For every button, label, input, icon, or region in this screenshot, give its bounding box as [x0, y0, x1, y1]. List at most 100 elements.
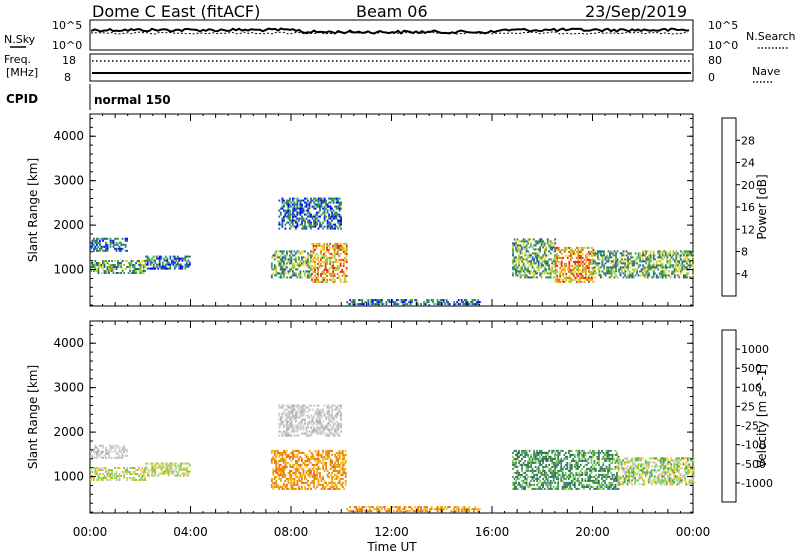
echo-cell [289, 270, 291, 273]
echo-cell [283, 487, 285, 490]
echo-cell [100, 247, 103, 250]
echo-cell [512, 244, 514, 247]
echo-cell [97, 452, 100, 455]
echo-cell [321, 280, 324, 283]
echo-cell [166, 464, 169, 467]
echo-cell [284, 479, 287, 482]
echo-cell [301, 481, 303, 484]
echo-cell [551, 469, 554, 472]
echo-cell [307, 426, 309, 429]
echo-cell [516, 238, 519, 241]
echo-cell [621, 262, 623, 265]
echo-cell [287, 205, 290, 208]
echo-cell [607, 449, 609, 452]
echo-cell [569, 463, 572, 466]
echo-cell [539, 266, 541, 269]
echo-cell [108, 456, 110, 459]
echo-cell [554, 272, 557, 275]
echo-cell [462, 508, 465, 511]
echo-cell [521, 274, 523, 277]
echo-cell [418, 510, 421, 513]
echo-cell [279, 223, 282, 226]
echo-cell [320, 201, 323, 204]
echo-cell [93, 477, 95, 479]
echo-cell [314, 223, 317, 226]
echo-cell [593, 481, 596, 484]
echo-cell [289, 211, 291, 214]
echo-cell [322, 207, 324, 210]
echo-cell [593, 467, 596, 470]
echo-cell [167, 263, 170, 266]
echo-cell [634, 262, 637, 265]
echo-cell [189, 255, 191, 258]
echo-cell [106, 268, 109, 270]
echo-cell [672, 254, 675, 257]
echo-cell [603, 252, 605, 255]
echo-cell [614, 465, 617, 468]
echo-cell [636, 262, 638, 265]
echo-cell [161, 265, 164, 268]
echo-cell [537, 467, 540, 470]
echo-cell [302, 471, 305, 474]
echo-cell [586, 266, 589, 269]
echo-cell [335, 197, 338, 200]
echo-cell [641, 463, 644, 466]
echo-cell [678, 254, 681, 257]
echo-cell [337, 457, 339, 460]
echo-cell [591, 276, 593, 279]
echo-cell [302, 219, 305, 222]
echo-cell [298, 434, 300, 437]
echo-cell [625, 260, 628, 263]
echo-cell [302, 217, 305, 220]
echo-cell [569, 483, 572, 486]
echo-cell [625, 461, 627, 464]
echo-cell [323, 209, 326, 212]
echo-cell [321, 256, 324, 259]
echo-cell [109, 245, 112, 248]
echo-cell [178, 466, 181, 469]
echo-cell [307, 483, 309, 486]
echo-cell [296, 250, 299, 253]
echo-cell [539, 250, 541, 253]
echo-cell [403, 508, 406, 511]
echo-cell [555, 477, 558, 480]
echo-cell [322, 420, 324, 423]
echo-cell [329, 414, 332, 417]
echo-cell [141, 270, 144, 272]
echo-cell [415, 299, 418, 302]
echo-cell [572, 483, 575, 486]
echo-cell [663, 256, 666, 259]
echo-cell [549, 481, 552, 484]
echo-cell [106, 475, 109, 477]
echo-cell [317, 414, 320, 417]
echo-cell [453, 506, 456, 509]
echo-cell [290, 276, 293, 279]
echo-cell [534, 453, 537, 456]
echo-cell [631, 262, 634, 265]
echo-cell [139, 477, 142, 479]
echo-cell [539, 463, 541, 466]
echo-cell [556, 274, 559, 277]
echo-cell [660, 252, 663, 255]
echo-cell [146, 263, 149, 266]
echo-cell [515, 256, 517, 259]
echo-cell [314, 473, 317, 476]
echo-cell [121, 452, 124, 455]
echo-cell [311, 455, 314, 458]
echo-cell [540, 244, 543, 247]
echo-cell [406, 303, 409, 306]
echo-cell [117, 262, 119, 264]
echo-cell [519, 272, 522, 275]
echo-cell [393, 510, 395, 513]
echo-cell [637, 459, 639, 462]
echo-cell [515, 463, 517, 466]
echo-cell [592, 268, 595, 271]
echo-cell [518, 262, 520, 265]
echo-cell [320, 203, 323, 206]
echo-cell [588, 270, 590, 273]
echo-cell [556, 260, 559, 263]
echo-cell [513, 256, 516, 259]
echo-cell [289, 258, 291, 261]
echo-cell [580, 246, 583, 249]
echo-cell [106, 245, 109, 248]
